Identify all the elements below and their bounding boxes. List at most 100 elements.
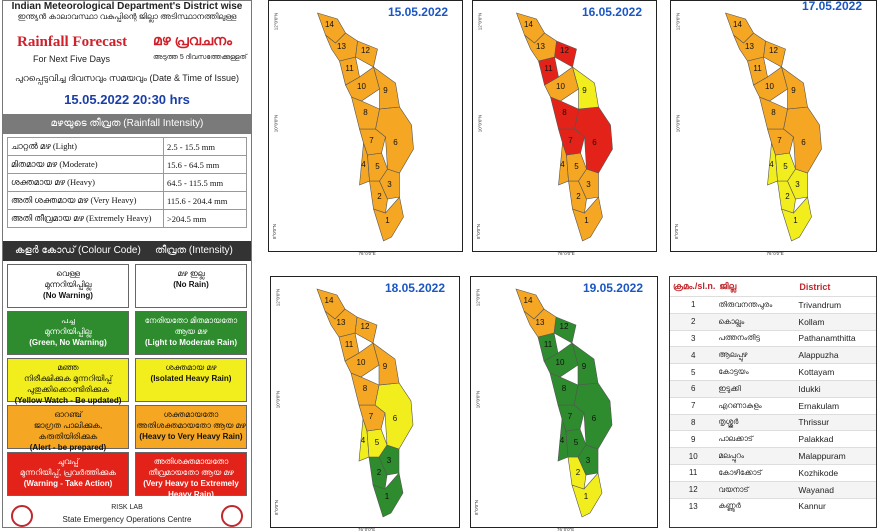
- district-n: 8: [670, 413, 717, 431]
- intensity-range: 64.5 - 115.5 mm: [163, 173, 247, 192]
- district-n: 6: [670, 379, 717, 398]
- colour-code-left-ml: വെള്ള: [56, 269, 80, 278]
- district-ml: ഇടുക്കി: [716, 379, 797, 398]
- intensity-table: ചാറ്റൽ മഴ (Light) 2.5 - 15.5 mm മിതമായ മഴ…: [7, 137, 247, 228]
- district-row: 5 കോട്ടയം Kottayam: [670, 363, 876, 381]
- district-number-label: 1: [385, 216, 390, 225]
- intensity-row: അതി ശക്തമായ മഴ (Very Heavy) 115.6 - 204.4…: [7, 191, 247, 210]
- intensity-label: ചാറ്റൽ മഴ (Light): [7, 137, 164, 156]
- forecast-map: 18.05.2022 12°0'0"N 10°0'0"N 8°0'0"N 76°0'0"…: [270, 276, 460, 532]
- district-number-label: 14: [524, 20, 533, 29]
- district-row: 4 ആലപ്പുഴ Alappuzha: [670, 346, 876, 364]
- intensity-range: >204.5 mm: [163, 209, 247, 228]
- district-n: 3: [670, 329, 717, 347]
- header-slno: ക്രമം./sl.n.: [670, 277, 717, 297]
- lat-tick-label: 10°0'0"N: [275, 390, 281, 409]
- district-ml: വയനാട്: [716, 480, 797, 499]
- district-number-label: 5: [574, 162, 579, 171]
- district-number-label: 11: [345, 64, 354, 73]
- district-number-label: 6: [393, 138, 398, 147]
- district-n: 4: [670, 346, 717, 364]
- colour-code-heading-right: തീവ്രത (Intensity): [155, 245, 233, 256]
- district-14-region: [317, 12, 346, 44]
- district-number-label: 8: [562, 108, 567, 117]
- district-number-label: 6: [801, 138, 806, 147]
- district-row: 8 തൃശ്ശൂർ Thrissur: [670, 413, 876, 431]
- intensity-range: 2.5 - 15.5 mm: [163, 137, 247, 156]
- district-n: 1: [670, 296, 717, 314]
- colour-code-left-ml2: മുന്നറിയിപ്പ്, പ്രവർത്തിക്കുക: [19, 468, 117, 477]
- district-table: ക്രമം./sl.n. ജില്ല District 1 തിരുവനന്തപു…: [669, 276, 877, 528]
- colour-code-heading: കളർ കോഡ് (Colour Code) തീവ്രത (Intensity…: [3, 241, 251, 261]
- map-date: 18.05.2022: [384, 281, 445, 295]
- district-en: Idukki: [796, 379, 876, 398]
- map-date: 17.05.2022: [801, 0, 862, 13]
- district-en: Alappuzha: [796, 346, 876, 364]
- district-en: Thrissur: [796, 413, 876, 431]
- page-title-malayalam: മഴ പ്രവചനം: [153, 32, 233, 48]
- intensity-range: 15.6 - 64.5 mm: [163, 155, 247, 174]
- district-ml: പാലക്കാട്: [716, 430, 797, 448]
- colour-code-left-en: (Alert - be prepared): [29, 443, 107, 452]
- colour-code-right-cell: നേരിയതോ മിതമായതോ ആയ മഴ (Light to Moderate…: [135, 311, 247, 355]
- lat-tick-label: 12°0'0"N: [477, 12, 483, 31]
- district-number-label: 10: [357, 358, 366, 367]
- forecast-map: 16.05.2022 12°0'0"N 10°0'0"N 8°0'0"N 76°0'0"…: [472, 0, 657, 256]
- lat-tick-label: 10°0'0"N: [675, 114, 681, 133]
- colour-code-right-cell: ശക്തമായതോ അതിശക്തമായതോ ആയ മഴ (Heavy to Ve…: [135, 405, 247, 449]
- colour-code-left-en: (Warning - Take Action): [23, 479, 113, 488]
- intensity-range: 115.6 - 204.4 mm: [163, 191, 247, 210]
- district-en: Wayanad: [796, 480, 876, 499]
- district-number-label: 12: [560, 46, 569, 55]
- district-number-label: 4: [560, 160, 565, 169]
- lat-tick-label: 12°0'0"N: [275, 288, 281, 307]
- lat-tick-label: 10°0'0"N: [477, 114, 483, 133]
- header-malayalam: ഇന്ത്യൻ കാലാവസ്ഥാ വകുപ്പിന്റെ ജില്ലാ അടി…: [17, 12, 237, 21]
- district-ml: എറണാകുളം: [716, 396, 797, 415]
- district-list: ക്രമം./sl.n. ജില്ല District 1 തിരുവനന്തപു…: [670, 277, 876, 515]
- footer-risk-lab: RISK LAB: [111, 504, 143, 511]
- district-number-label: 2: [785, 192, 790, 201]
- district-ml: ആലപ്പുഴ: [716, 346, 797, 364]
- district-number-label: 11: [345, 340, 354, 349]
- intensity-label: അതി ശക്തമായ മഴ (Very Heavy): [7, 191, 164, 210]
- district-number-label: 9: [582, 86, 587, 95]
- district-number-label: 13: [745, 42, 754, 51]
- lat-tick-label: 8°0'0"N: [476, 223, 482, 240]
- district-header-row: ക്രമം./sl.n. ജില്ല District: [670, 277, 876, 297]
- colour-code-left-en: (No Warning): [43, 291, 93, 300]
- district-ml: തൃശ്ശൂർ: [716, 413, 797, 431]
- district-number-label: 12: [361, 46, 370, 55]
- district-number-label: 13: [337, 42, 346, 51]
- page-subtitle-malayalam: അടുത്ത 5 ദിവസത്തേക്കുള്ളത്: [153, 54, 247, 61]
- district-number-label: 2: [576, 468, 581, 477]
- district-row: 11 കോഴിക്കോട് Kozhikode: [670, 463, 876, 482]
- district-number-label: 5: [375, 162, 380, 171]
- district-number-label: 14: [524, 296, 533, 305]
- district-number-label: 14: [325, 296, 334, 305]
- intensity-row: ചാറ്റൽ മഴ (Light) 2.5 - 15.5 mm: [7, 137, 247, 156]
- district-number-label: 9: [383, 362, 388, 371]
- district-number-label: 10: [556, 358, 565, 367]
- district-en: Malappuram: [796, 447, 876, 465]
- district-number-label: 13: [536, 42, 545, 51]
- district-number-label: 13: [337, 318, 346, 327]
- district-number-label: 9: [383, 86, 388, 95]
- lon-tick-label: 76°0'0"E: [557, 251, 575, 256]
- district-number-label: 12: [769, 46, 778, 55]
- district-en: Kozhikode: [796, 463, 876, 482]
- district-number-label: 10: [765, 82, 774, 91]
- district-number-label: 11: [544, 64, 553, 73]
- district-number-label: 1: [385, 492, 390, 501]
- colour-code-left-ml2: നിരീക്ഷിക്കുക മുന്നറിയിപ്പ് പുതുക്കിക്കൊ…: [24, 374, 112, 394]
- district-n: 12: [670, 480, 717, 499]
- district-row: 1 തിരുവനന്തപുരം Trivandrum: [670, 296, 876, 314]
- intensity-row: ശക്തമായ മഴ (Heavy) 64.5 - 115.5 mm: [7, 173, 247, 192]
- intensity-row: മിതമായ മഴ (Moderate) 15.6 - 64.5 mm: [7, 155, 247, 174]
- lat-tick-label: 8°0'0"N: [674, 223, 680, 240]
- page-subtitle: For Next Five Days: [33, 54, 111, 64]
- colour-code-right-ml: ശക്തമായതോ അതിശക്തമായതോ ആയ മഴ: [136, 410, 246, 430]
